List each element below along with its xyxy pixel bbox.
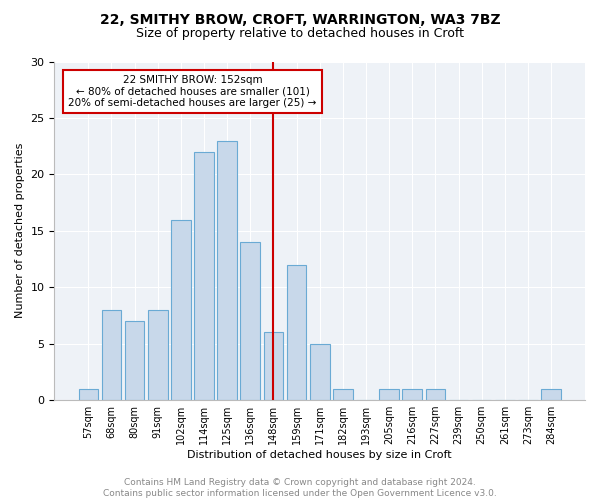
Y-axis label: Number of detached properties: Number of detached properties bbox=[15, 143, 25, 318]
Bar bbox=[403, 389, 422, 400]
X-axis label: Distribution of detached houses by size in Croft: Distribution of detached houses by size … bbox=[187, 450, 452, 460]
Bar bbox=[263, 332, 283, 400]
Bar bbox=[333, 389, 353, 400]
Bar bbox=[541, 389, 561, 400]
Bar bbox=[241, 242, 260, 400]
Text: 22, SMITHY BROW, CROFT, WARRINGTON, WA3 7BZ: 22, SMITHY BROW, CROFT, WARRINGTON, WA3 … bbox=[100, 12, 500, 26]
Bar bbox=[287, 264, 307, 400]
Bar bbox=[379, 389, 399, 400]
Bar bbox=[425, 389, 445, 400]
Text: 22 SMITHY BROW: 152sqm
← 80% of detached houses are smaller (101)
20% of semi-de: 22 SMITHY BROW: 152sqm ← 80% of detached… bbox=[68, 75, 317, 108]
Bar bbox=[79, 389, 98, 400]
Bar bbox=[171, 220, 191, 400]
Bar bbox=[194, 152, 214, 400]
Bar bbox=[125, 321, 145, 400]
Bar bbox=[310, 344, 329, 400]
Text: Contains HM Land Registry data © Crown copyright and database right 2024.
Contai: Contains HM Land Registry data © Crown c… bbox=[103, 478, 497, 498]
Bar bbox=[148, 310, 167, 400]
Bar bbox=[101, 310, 121, 400]
Text: Size of property relative to detached houses in Croft: Size of property relative to detached ho… bbox=[136, 28, 464, 40]
Bar bbox=[217, 140, 237, 400]
